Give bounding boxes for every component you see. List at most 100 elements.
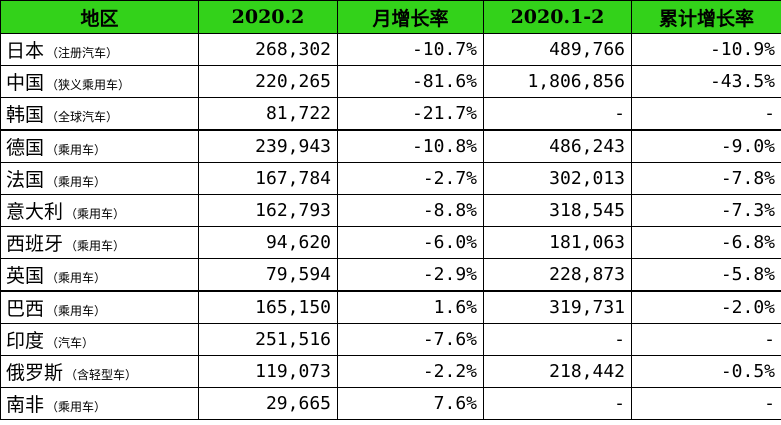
month-growth-value: -8.8%: [337, 194, 484, 227]
region-cell: 巴西 （乘用车）: [0, 290, 199, 324]
region-cell: 韩国 （全球汽车）: [0, 97, 199, 131]
month-growth-value: -81.6%: [337, 65, 484, 98]
cumulative-growth-value: -6.8%: [631, 226, 781, 259]
table-row: 法国 （乘用车） 167,784 -2.7% 302,013 -7.8%: [0, 162, 781, 195]
region-name: 俄罗斯: [6, 362, 64, 384]
month-value: 167,784: [198, 162, 338, 195]
month-value: 220,265: [198, 65, 338, 98]
month-value: 29,665: [198, 387, 338, 420]
cumulative-value: 181,063: [483, 226, 632, 259]
region-note: （乘用车）: [46, 400, 107, 414]
table-row: 中国 （狭义乘用车） 220,265 -81.6% 1,806,856 -43.5%: [0, 65, 781, 98]
month-growth-value: -6.0%: [337, 226, 484, 259]
region-note: （乘用车）: [46, 143, 107, 157]
month-value: 165,150: [198, 290, 338, 324]
region-cell: 俄罗斯 （含轻型车）: [0, 355, 199, 388]
region-name: 日本: [6, 40, 45, 62]
header-cumulative-growth: 累计增长率: [631, 0, 781, 34]
region-note: （乘用车）: [65, 207, 126, 221]
region-cell: 德国 （乘用车）: [0, 129, 199, 163]
cumulative-value: -: [483, 97, 632, 131]
region-name: 南非: [6, 394, 45, 416]
cumulative-growth-value: -5.8%: [631, 258, 781, 292]
header-row: 地区 2020.2 月增长率 2020.1-2 累计增长率: [0, 0, 781, 34]
cumulative-growth-value: -2.0%: [631, 290, 781, 324]
cumulative-value: -: [483, 387, 632, 420]
month-growth-value: -21.7%: [337, 97, 484, 131]
table-row: 印度 （汽车） 251,516 -7.6% - -: [0, 323, 781, 356]
cumulative-growth-value: -0.5%: [631, 355, 781, 388]
region-note: （乘用车）: [46, 271, 107, 285]
table-row: 西班牙 （乘用车） 94,620 -6.0% 181,063 -6.8%: [0, 226, 781, 259]
region-note: （狭义乘用车）: [46, 78, 131, 92]
cumulative-growth-value: -9.0%: [631, 129, 781, 163]
region-cell: 法国 （乘用车）: [0, 162, 199, 195]
month-value: 239,943: [198, 129, 338, 163]
month-growth-value: -7.6%: [337, 323, 484, 356]
region-cell: 日本 （注册汽车）: [0, 33, 199, 66]
region-note: （乘用车）: [46, 175, 107, 189]
cumulative-value: 218,442: [483, 355, 632, 388]
header-month: 2020.2: [198, 0, 338, 34]
header-cumulative: 2020.1-2: [483, 0, 632, 34]
cumulative-value: 318,545: [483, 194, 632, 227]
region-note: （注册汽车）: [46, 46, 119, 60]
region-note: （含轻型车）: [65, 368, 138, 382]
table-row: 南非 （乘用车） 29,665 7.6% - -: [0, 387, 781, 420]
region-name: 印度: [6, 330, 45, 352]
month-growth-value: -10.7%: [337, 33, 484, 66]
cumulative-growth-value: -: [631, 323, 781, 356]
cumulative-value: -: [483, 323, 632, 356]
region-name: 西班牙: [6, 233, 64, 255]
table-row: 韩国 （全球汽车） 81,722 -21.7% - -: [0, 97, 781, 131]
table-row: 巴西 （乘用车） 165,150 1.6% 319,731 -2.0%: [0, 290, 781, 324]
cumulative-growth-value: -: [631, 387, 781, 420]
region-name: 意大利: [6, 201, 64, 223]
table-row: 德国 （乘用车） 239,943 -10.8% 486,243 -9.0%: [0, 129, 781, 163]
header-region: 地区: [0, 0, 199, 34]
month-growth-value: 7.6%: [337, 387, 484, 420]
cumulative-growth-value: -7.8%: [631, 162, 781, 195]
region-cell: 英国 （乘用车）: [0, 258, 199, 292]
table-header: 地区 2020.2 月增长率 2020.1-2 累计增长率: [0, 0, 781, 34]
header-month-growth: 月增长率: [337, 0, 484, 34]
month-growth-value: -2.7%: [337, 162, 484, 195]
month-value: 79,594: [198, 258, 338, 292]
table-row: 日本 （注册汽车） 268,302 -10.7% 489,766 -10.9%: [0, 33, 781, 66]
table-row: 意大利 （乘用车） 162,793 -8.8% 318,545 -7.3%: [0, 194, 781, 227]
cumulative-growth-value: -7.3%: [631, 194, 781, 227]
cumulative-value: 1,806,856: [483, 65, 632, 98]
month-value: 251,516: [198, 323, 338, 356]
region-cell: 南非 （乘用车）: [0, 387, 199, 420]
region-note: （乘用车）: [46, 304, 107, 318]
cumulative-growth-value: -43.5%: [631, 65, 781, 98]
cumulative-value: 486,243: [483, 129, 632, 163]
cumulative-value: 302,013: [483, 162, 632, 195]
table-row: 俄罗斯 （含轻型车） 119,073 -2.2% 218,442 -0.5%: [0, 355, 781, 388]
month-value: 119,073: [198, 355, 338, 388]
cumulative-value: 489,766: [483, 33, 632, 66]
region-note: （乘用车）: [65, 239, 126, 253]
region-name: 法国: [6, 169, 45, 191]
month-value: 94,620: [198, 226, 338, 259]
cumulative-growth-value: -: [631, 97, 781, 131]
region-cell: 印度 （汽车）: [0, 323, 199, 356]
month-value: 162,793: [198, 194, 338, 227]
month-value: 268,302: [198, 33, 338, 66]
region-name: 巴西: [6, 298, 45, 320]
region-cell: 中国 （狭义乘用车）: [0, 65, 199, 98]
month-value: 81,722: [198, 97, 338, 131]
region-cell: 西班牙 （乘用车）: [0, 226, 199, 259]
region-name: 德国: [6, 137, 45, 159]
month-growth-value: -2.9%: [337, 258, 484, 292]
cumulative-growth-value: -10.9%: [631, 33, 781, 66]
month-growth-value: -10.8%: [337, 129, 484, 163]
region-name: 韩国: [6, 104, 45, 126]
month-growth-value: 1.6%: [337, 290, 484, 324]
region-cell: 意大利 （乘用车）: [0, 194, 199, 227]
cumulative-value: 319,731: [483, 290, 632, 324]
cumulative-value: 228,873: [483, 258, 632, 292]
table-body: 日本 （注册汽车） 268,302 -10.7% 489,766 -10.9% 中国 （狭义乘…: [0, 33, 781, 420]
region-name: 中国: [6, 72, 45, 94]
